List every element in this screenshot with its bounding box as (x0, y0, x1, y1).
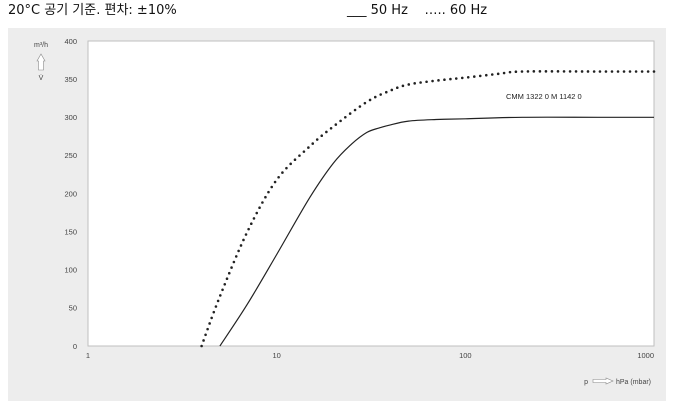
legend-60hz: ….. 60 Hz (424, 3, 488, 18)
x-tick-label: 1000 (637, 351, 654, 360)
y-tick-label: 250 (64, 151, 77, 160)
y-tick-label: 200 (64, 189, 77, 198)
y-tick-label: 0 (73, 342, 77, 351)
legend-text: ___ 50 Hz ….. 60 Hz (347, 0, 487, 22)
chart-caption: 20°C 공기 기준. 편차: ±10% ___ 50 Hz ….. 60 Hz (0, 0, 682, 28)
y-axis-symbol: V̇ (39, 74, 44, 82)
y-tick-label: 150 (64, 227, 77, 236)
x-axis-unit: hPa (mbar) (616, 379, 651, 386)
x-tick-label: 10 (272, 351, 280, 360)
axis-labels: 0 50 100 150 200 250 300 350 400 1 10 100 1000 m³/h V̇… (34, 37, 654, 386)
x-tick-label: 100 (459, 351, 472, 360)
series-line-50hz (219, 116, 654, 347)
x-axis-symbol: p (584, 379, 588, 386)
model-annotation: CMM 1322 0 M 1142 0 (506, 92, 582, 101)
plot-background (87, 40, 655, 347)
y-tick-label: 100 (64, 266, 77, 275)
plot-area (87, 40, 655, 347)
right-arrow-icon (592, 377, 614, 385)
y-tick-label: 400 (64, 37, 77, 46)
condition-note: 20°C 공기 기준. 편차: ±10% (8, 3, 177, 18)
series-layer (200, 70, 656, 348)
y-tick-label: 300 (64, 113, 77, 122)
y-axis-unit: m³/h (34, 42, 48, 49)
x-tick-label: 1 (86, 351, 90, 360)
up-arrow-icon (36, 53, 46, 71)
y-tick-label: 350 (64, 75, 77, 84)
legend-50hz: ___ 50 Hz (347, 3, 408, 18)
y-tick-label: 50 (69, 304, 77, 313)
